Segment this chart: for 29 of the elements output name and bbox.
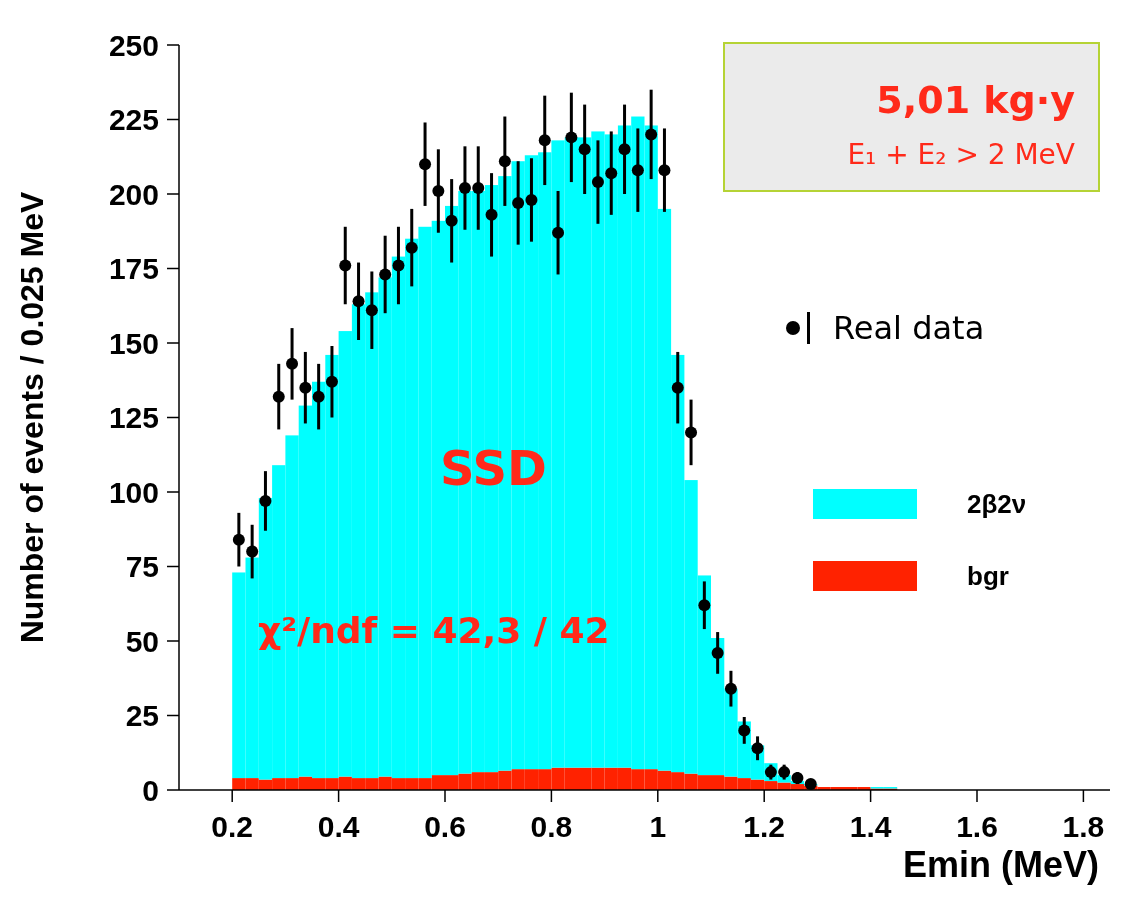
legend-label: 2β2ν (967, 488, 1027, 520)
x-tick-label: 1.6 (956, 810, 998, 844)
annotation: 5,01 kg·y (876, 78, 1075, 122)
y-tick-label: 150 (108, 326, 159, 360)
x-tick-label: 0.2 (211, 810, 254, 844)
annotation: E₁ + E₂ > 2 MeV (847, 138, 1075, 171)
x-tick-label: 1.8 (1062, 810, 1105, 844)
x-tick-label: 0.8 (530, 810, 573, 844)
y-tick-label: 200 (108, 177, 159, 211)
legend-label: bgr (967, 560, 1009, 592)
x-tick-label: 1 (649, 810, 667, 844)
y-axis-title: Number of events / 0.025 MeV (14, 190, 51, 644)
x-tick-label: 0.6 (424, 810, 466, 844)
x-tick-label: 1.4 (849, 810, 892, 844)
y-tick-label: 75 (125, 550, 159, 584)
y-tick-label: 100 (108, 475, 159, 509)
legend-label: Real data (833, 309, 985, 347)
y-tick-label: 50 (125, 624, 159, 658)
x-tick-label: 0.4 (317, 810, 360, 844)
x-axis-title: Emin (MeV) (902, 844, 1099, 886)
y-tick-label: 0 (142, 773, 159, 807)
y-tick-label: 225 (108, 103, 159, 137)
annotation: SSD (440, 440, 547, 496)
annotation: χ²/ndf = 42,3 / 42 (258, 610, 610, 651)
y-tick-label: 125 (108, 401, 159, 435)
y-tick-label: 175 (108, 252, 159, 286)
x-tick-label: 1.2 (743, 810, 786, 844)
y-tick-label: 250 (108, 28, 159, 62)
y-tick-label: 25 (125, 699, 159, 733)
